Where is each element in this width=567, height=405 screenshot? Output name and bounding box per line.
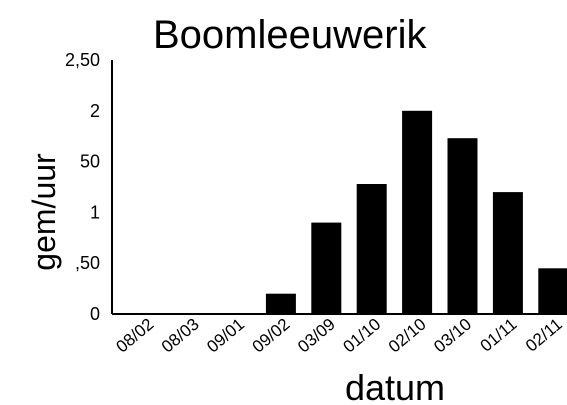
x-tick-label: 03/09: [294, 315, 339, 357]
y-tick-label: 1: [90, 202, 100, 222]
x-tick-label: 09/01: [203, 315, 248, 357]
x-tick-label: 02/11: [522, 315, 566, 356]
bar-03/09: [311, 222, 342, 314]
bar-01/10: [356, 184, 387, 314]
x-axis-label: datum: [345, 367, 445, 405]
y-tick-label: 2,50: [65, 50, 100, 70]
y-tick-label: 0: [90, 304, 100, 324]
bar-09/02: [265, 293, 296, 314]
x-tick-label: 02/10: [385, 315, 430, 357]
x-tick-label: 01/10: [339, 315, 384, 357]
x-tick-label: 08/02: [112, 315, 157, 357]
x-tick-label: 01/11: [477, 315, 521, 356]
y-tick-label: 50: [80, 152, 100, 172]
bars-group: [265, 110, 567, 314]
bar-02/10: [402, 110, 433, 314]
y-ticks-group: 0 ,50 1 50 2 2,50: [65, 50, 100, 324]
x-tick-label: 08/03: [158, 315, 203, 357]
x-ticks-group: 08/02 08/03 09/01 09/02 03/09 01/10 02/10 03/10…: [112, 315, 566, 357]
x-tick-label: 03/10: [430, 315, 475, 357]
y-tick-label: 2: [90, 101, 100, 121]
bar-01/11: [492, 192, 523, 314]
y-axis-label: gem/uur: [26, 153, 62, 271]
y-tick-label: ,50: [75, 253, 100, 273]
bar-03/10: [447, 138, 478, 314]
chart-title: Boomleeuwerik: [153, 13, 427, 57]
bar-02/11: [538, 268, 567, 314]
x-tick-label: 09/02: [249, 315, 294, 357]
